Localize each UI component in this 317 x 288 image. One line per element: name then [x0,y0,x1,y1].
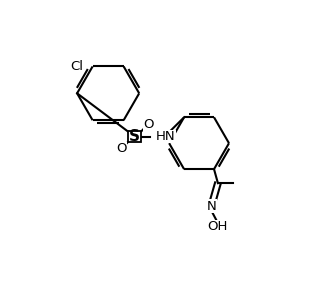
Text: O: O [143,118,153,131]
Text: N: N [206,200,216,213]
Bar [128,131,141,142]
Text: S: S [129,129,140,144]
Text: Cl: Cl [71,60,84,73]
Text: OH: OH [208,220,228,233]
Text: HN: HN [156,130,175,143]
Text: O: O [116,142,127,155]
